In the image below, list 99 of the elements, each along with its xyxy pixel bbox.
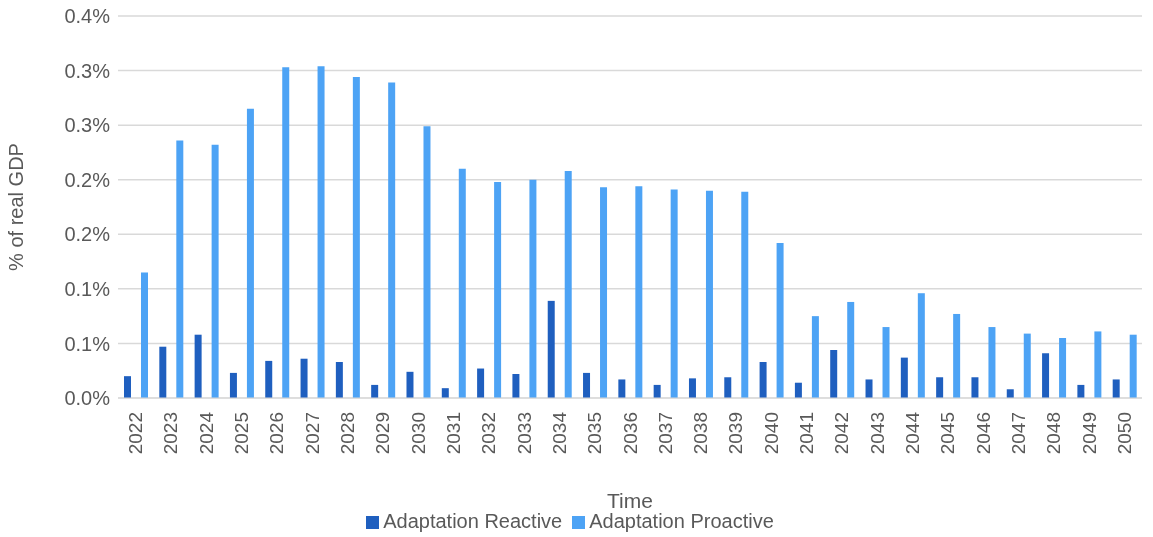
x-tick-label: 2029	[372, 412, 394, 455]
x-tick-label: 2025	[231, 412, 253, 455]
x-tick-label: 2047	[1007, 412, 1029, 455]
bar	[512, 373, 520, 398]
bar	[583, 372, 591, 398]
bar	[759, 361, 767, 398]
bar	[529, 179, 537, 398]
bar	[900, 357, 908, 398]
x-tick-label: 2032	[478, 412, 500, 455]
bar	[1059, 337, 1067, 398]
x-tick-label: 2048	[1043, 412, 1065, 455]
bar	[335, 361, 343, 398]
bar	[477, 368, 485, 398]
bar	[194, 334, 202, 398]
bar	[811, 316, 819, 398]
x-tick-label: 2026	[266, 412, 288, 455]
x-tick-label: 2037	[654, 412, 676, 455]
bar	[600, 187, 608, 398]
x-tick-label: 2040	[760, 412, 782, 455]
x-tick-label: 2050	[1113, 412, 1135, 455]
x-tick-label: 2030	[407, 412, 429, 455]
bar	[494, 181, 502, 398]
bar	[1023, 333, 1031, 398]
bar	[229, 372, 237, 398]
bar	[317, 66, 325, 398]
bar	[1077, 384, 1085, 398]
bar	[441, 388, 449, 398]
legend-label: Adaptation Reactive	[383, 510, 563, 532]
bar	[618, 379, 626, 398]
x-tick-label: 2022	[125, 412, 147, 455]
bar	[159, 346, 167, 398]
bar	[141, 272, 148, 398]
bar	[953, 313, 961, 398]
y-tick-label: 0.2%	[64, 168, 111, 191]
bar	[1006, 389, 1014, 398]
y-axis-title: % of real GDP	[5, 143, 28, 271]
y-tick-label: 0.1%	[64, 332, 111, 355]
bar	[635, 186, 643, 398]
x-tick-label: 2042	[831, 412, 853, 455]
bar	[371, 384, 379, 398]
bar	[830, 349, 838, 398]
bar	[971, 377, 979, 398]
bar	[547, 300, 555, 398]
bar	[265, 360, 273, 398]
x-tick-label: 2034	[548, 411, 570, 455]
x-tick-label: 2028	[337, 412, 359, 455]
x-tick-label: 2033	[513, 412, 535, 455]
bar	[176, 140, 184, 398]
bar	[917, 293, 925, 398]
x-tick-label: 2035	[584, 412, 606, 455]
y-tick-label: 0.1%	[64, 277, 111, 300]
bar	[653, 384, 661, 398]
x-tick-label: 2043	[866, 412, 888, 455]
bar	[865, 379, 873, 398]
bar	[1094, 331, 1102, 398]
bar	[670, 189, 678, 398]
x-tick-label: 2036	[619, 412, 641, 455]
bar	[724, 377, 732, 398]
y-tick-label: 0.4%	[64, 5, 111, 28]
bar	[776, 243, 784, 398]
bar	[352, 77, 360, 398]
x-tick-label: 2044	[901, 411, 923, 455]
x-tick-label: 2041	[796, 412, 818, 455]
bar	[988, 327, 996, 398]
bar	[936, 377, 944, 398]
y-tick-label: 0.3%	[64, 59, 111, 82]
bar	[300, 358, 308, 398]
bar	[423, 126, 431, 398]
bar	[741, 191, 749, 398]
bar	[688, 378, 696, 398]
x-tick-label: 2049	[1078, 412, 1100, 455]
bar	[564, 170, 572, 398]
bar	[458, 168, 466, 398]
bar	[388, 82, 396, 398]
bar	[705, 190, 713, 398]
x-tick-label: 2023	[160, 412, 182, 455]
bar	[124, 376, 131, 398]
x-tick-label: 2046	[972, 412, 994, 455]
x-tick-label: 2031	[442, 412, 464, 455]
x-tick-label: 2045	[937, 412, 959, 455]
x-axis-title: Time	[607, 489, 653, 512]
x-tick-label: 2038	[690, 412, 712, 455]
legend-label: Adaptation Proactive	[589, 510, 774, 532]
y-tick-label: 0.2%	[64, 223, 111, 246]
bar	[1042, 353, 1050, 398]
x-tick-label: 2027	[301, 412, 323, 455]
bar	[847, 301, 855, 398]
x-tick-label: 2024	[195, 411, 217, 455]
y-tick-label: 0.3%	[64, 114, 111, 137]
x-tick-label: 2039	[725, 412, 747, 455]
bar	[882, 327, 890, 398]
bar	[406, 371, 414, 398]
y-tick-label: 0.0%	[64, 387, 111, 410]
bar	[246, 108, 254, 398]
bar	[794, 382, 802, 398]
bar	[1129, 334, 1137, 398]
bar	[1112, 379, 1120, 398]
bar	[282, 67, 290, 398]
bar	[211, 144, 219, 398]
